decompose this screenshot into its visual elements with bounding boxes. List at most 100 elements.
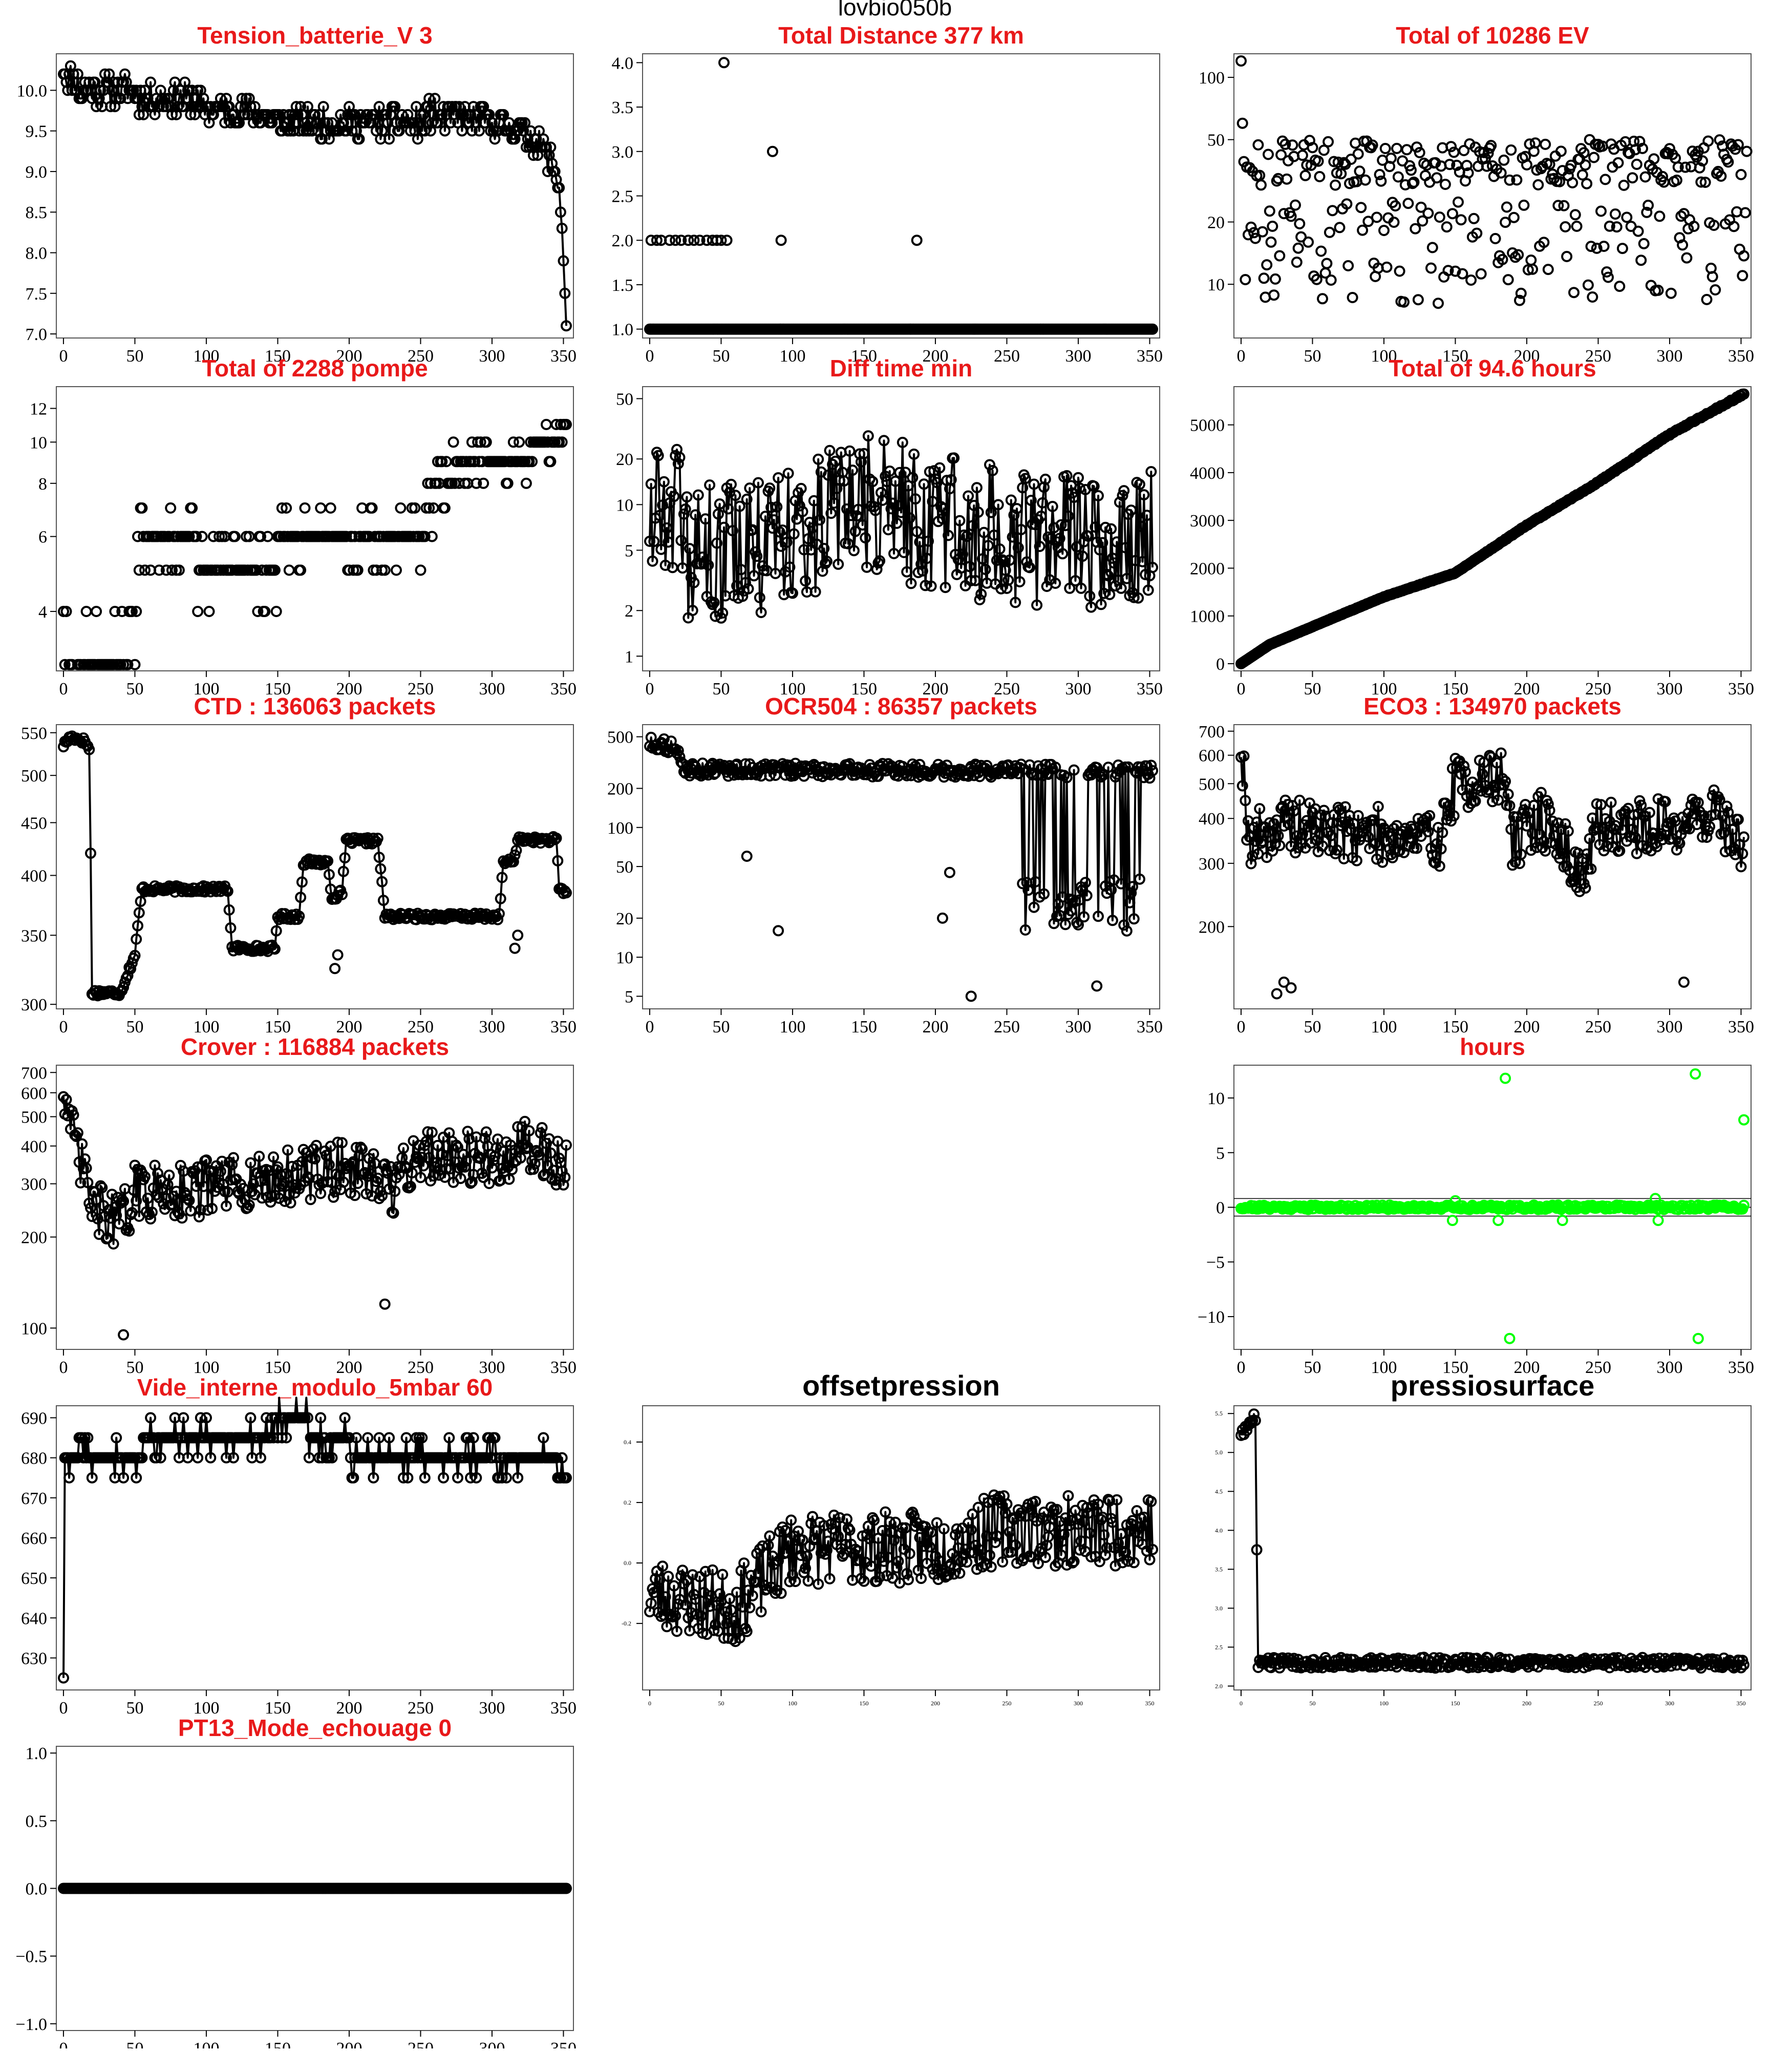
plot-frame: [56, 387, 573, 671]
x-tick-label: 0: [645, 347, 654, 366]
x-tick-label: 0: [59, 1358, 68, 1377]
data-point: [1267, 238, 1276, 247]
data-point: [1265, 206, 1274, 216]
data-point: [1568, 178, 1577, 187]
data-point: [1667, 289, 1676, 298]
data-point: [92, 607, 101, 616]
chart-title: ECO3 : 134970 packets: [1363, 693, 1622, 720]
x-tick-label: 350: [1137, 347, 1163, 366]
data-point: [1679, 978, 1689, 987]
data-point: [326, 503, 335, 513]
y-tick-label: 300: [21, 1175, 47, 1194]
y-tick-label: 5000: [1190, 416, 1225, 435]
chart-title: offsetpression: [802, 1369, 1000, 1402]
x-tick-label: 350: [1728, 1358, 1754, 1377]
data-point: [1287, 983, 1296, 992]
y-tick-label: 680: [21, 1449, 47, 1468]
data-point: [1264, 150, 1273, 159]
data-point: [1457, 215, 1466, 224]
y-tick-label: 300: [21, 996, 47, 1014]
data-point: [1292, 258, 1302, 267]
data-point: [380, 1300, 390, 1309]
data-point: [742, 852, 752, 861]
y-tick-label: 0.4: [624, 1439, 631, 1446]
data-point: [1291, 201, 1300, 210]
y-tick-label: 2.5: [612, 187, 634, 206]
data-point: [1499, 156, 1508, 165]
data-point: [1435, 213, 1444, 222]
y-tick-label: 670: [21, 1489, 47, 1508]
y-tick-label: 5: [1216, 1144, 1225, 1163]
y-tick-label: 9.0: [26, 163, 48, 182]
data-point: [301, 503, 310, 513]
data-point: [1572, 222, 1582, 231]
data-point: [1262, 260, 1271, 269]
data-point: [768, 147, 777, 156]
x-tick-label: 300: [1656, 347, 1682, 366]
y-tick-label: 5: [625, 987, 633, 1006]
data-point: [1569, 288, 1578, 297]
data-point: [1477, 269, 1486, 279]
y-tick-label: 2: [625, 602, 633, 621]
data-point: [1381, 144, 1390, 153]
data-point: [1402, 145, 1412, 154]
chart-title: Diff time min: [830, 355, 973, 382]
x-tick-label: 150: [851, 1018, 877, 1037]
x-tick-label: 50: [712, 1018, 730, 1037]
y-tick-label: 8.0: [26, 244, 48, 263]
data-point: [1636, 256, 1646, 265]
data-point: [1414, 295, 1423, 304]
data-point: [1315, 172, 1324, 181]
data-point: [1335, 223, 1345, 232]
data-point: [330, 964, 339, 973]
x-tick-label: 0: [1236, 1358, 1245, 1377]
data-point: [1737, 170, 1746, 179]
x-tick-label: 350: [1728, 347, 1754, 366]
x-tick-label: 300: [1656, 1358, 1682, 1377]
data-point: [1691, 1069, 1700, 1079]
chart-title: Vide_interne_modulo_5mbar 60: [137, 1374, 493, 1401]
x-tick-label: 300: [1065, 1018, 1091, 1037]
series-line: [63, 66, 566, 326]
data-point: [1466, 276, 1476, 285]
y-tick-label: 400: [21, 1137, 47, 1156]
data-point: [1316, 247, 1326, 256]
data-point: [1601, 175, 1610, 184]
x-tick-label: 50: [1304, 1018, 1321, 1037]
y-tick-label: 0.0: [624, 1559, 631, 1567]
data-point: [938, 914, 947, 923]
y-tick-label: 10: [1207, 1089, 1225, 1108]
y-tick-label: 10: [616, 496, 633, 515]
data-point: [396, 503, 405, 513]
data-point: [777, 236, 786, 245]
y-tick-label: 3.0: [612, 143, 634, 162]
x-tick-label: 0: [59, 680, 68, 699]
data-point: [1506, 145, 1516, 155]
data-point: [1502, 202, 1511, 212]
y-tick-label: 300: [1199, 855, 1225, 874]
data-point: [722, 236, 732, 245]
data-point: [1448, 209, 1457, 218]
y-tick-label: 400: [1199, 810, 1225, 829]
y-tick-label: 10: [30, 433, 47, 452]
y-tick-label: 550: [21, 724, 47, 743]
y-tick-label: 500: [607, 728, 633, 747]
x-tick-label: 50: [126, 347, 143, 366]
data-point: [1348, 293, 1357, 302]
y-tick-label: 50: [1207, 131, 1225, 150]
chart-title: Total Distance 377 km: [778, 22, 1024, 49]
data-point: [1491, 234, 1500, 243]
data-point: [1619, 181, 1629, 190]
data-point: [1322, 259, 1331, 268]
data-point: [1739, 1115, 1748, 1125]
data-point: [1639, 239, 1649, 248]
data-point: [522, 479, 531, 488]
x-tick-label: 0: [59, 1018, 68, 1037]
data-point: [1403, 199, 1413, 208]
